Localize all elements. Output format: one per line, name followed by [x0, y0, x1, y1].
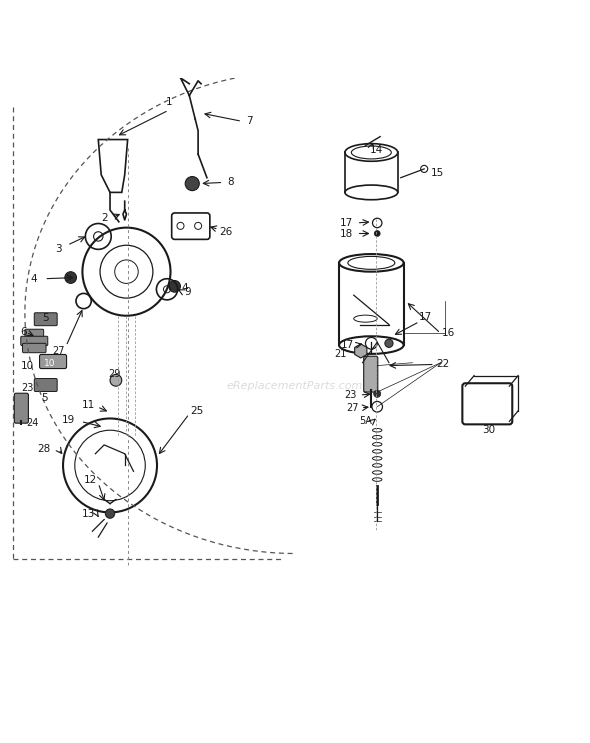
Text: 8: 8 [227, 178, 234, 187]
Text: 7: 7 [246, 117, 253, 126]
Text: 17: 17 [341, 340, 355, 350]
Text: 19: 19 [63, 415, 76, 425]
Text: 2: 2 [101, 212, 107, 223]
Text: 26: 26 [219, 227, 232, 237]
FancyBboxPatch shape [363, 356, 378, 392]
FancyBboxPatch shape [40, 354, 67, 369]
Text: 23: 23 [21, 383, 34, 393]
Text: 5: 5 [42, 314, 49, 323]
Text: 17: 17 [419, 313, 432, 322]
Text: 9: 9 [185, 288, 191, 297]
Text: 23: 23 [345, 390, 357, 400]
Text: 5A: 5A [359, 416, 372, 426]
Circle shape [185, 177, 199, 191]
Circle shape [106, 509, 114, 519]
Text: eReplacementParts.com: eReplacementParts.com [227, 381, 363, 391]
Circle shape [374, 230, 380, 236]
Text: 27: 27 [53, 346, 65, 356]
Text: 4: 4 [30, 273, 37, 284]
Circle shape [110, 374, 122, 386]
Text: 22: 22 [437, 360, 450, 369]
FancyBboxPatch shape [25, 329, 44, 339]
Text: 6: 6 [21, 328, 27, 337]
Text: 11: 11 [81, 400, 95, 410]
Text: 28: 28 [38, 444, 51, 454]
FancyBboxPatch shape [21, 337, 48, 345]
Text: 12: 12 [84, 475, 97, 485]
Text: 13: 13 [81, 509, 95, 519]
Text: 17: 17 [340, 218, 353, 228]
Text: 29: 29 [109, 369, 121, 378]
Text: 21: 21 [335, 349, 347, 359]
Text: 10: 10 [44, 359, 55, 368]
Text: 14: 14 [369, 145, 383, 155]
Text: 30: 30 [482, 425, 496, 435]
Text: 3: 3 [55, 244, 63, 254]
Circle shape [169, 280, 181, 292]
FancyBboxPatch shape [14, 393, 28, 424]
Text: 15: 15 [431, 168, 444, 178]
Text: 24: 24 [26, 418, 38, 428]
Circle shape [385, 340, 393, 348]
Text: 25: 25 [191, 406, 204, 416]
FancyBboxPatch shape [34, 313, 57, 325]
Text: 18: 18 [340, 229, 353, 239]
Text: 5: 5 [41, 393, 48, 403]
Text: 1: 1 [165, 97, 172, 107]
Circle shape [373, 390, 381, 398]
Circle shape [65, 272, 77, 283]
Text: 4: 4 [181, 282, 188, 293]
FancyBboxPatch shape [22, 343, 46, 353]
Text: 16: 16 [442, 328, 455, 338]
Text: 10: 10 [21, 360, 34, 371]
Text: 27: 27 [346, 403, 359, 413]
FancyBboxPatch shape [34, 378, 57, 392]
